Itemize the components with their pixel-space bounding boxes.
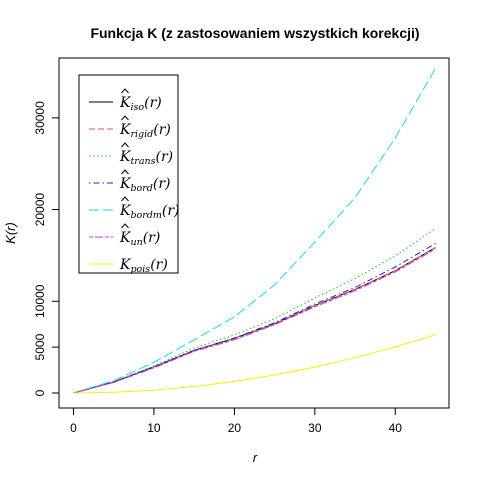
x-tick-label: 40 [389, 421, 403, 435]
y-axis: 0 5000 10000 20000 30000 [33, 101, 60, 396]
hat-glyph [121, 196, 129, 202]
plot-lines [73, 68, 436, 394]
legend-entry-iso: Kiso(r) [89, 88, 162, 113]
hat-glyph [121, 169, 129, 175]
legend-label: Kun(r) [119, 230, 160, 248]
series-line-un [73, 248, 436, 394]
hat-glyph [121, 115, 129, 121]
y-tick-label: 30000 [33, 101, 47, 135]
y-tick-label: 0 [33, 389, 47, 396]
series-line-pois [73, 334, 436, 394]
legend-entry-trans: Ktrans(r) [89, 142, 173, 167]
y-tick-label: 20000 [33, 193, 47, 227]
y-axis-label: K(r) [3, 222, 18, 244]
hat-glyph [121, 142, 129, 148]
chart-title: Funkcja K (z zastosowaniem wszystkich ko… [90, 25, 419, 41]
x-axis: 0 10 20 30 40 [70, 407, 403, 435]
series-line-bordm [73, 68, 436, 394]
x-tick-label: 20 [228, 421, 242, 435]
series-line-bord [73, 243, 436, 394]
x-axis-label: r [253, 450, 258, 465]
hat-glyph [121, 88, 129, 94]
y-tick-label: 5000 [33, 333, 47, 360]
legend-label: Ktrans(r) [119, 149, 173, 167]
hat-glyph [121, 223, 129, 229]
x-tick-label: 10 [147, 421, 161, 435]
legend-label: Kiso(r) [119, 95, 162, 113]
legend-entry-un: Kun(r) [89, 223, 160, 248]
x-tick-label: 0 [70, 421, 77, 435]
legend: Kiso(r)Krigid(r)Ktrans(r)Kbord(r)Kbordm(… [78, 74, 180, 275]
x-tick-label: 30 [308, 421, 322, 435]
y-tick-label: 10000 [33, 284, 47, 318]
series-line-trans [73, 227, 436, 394]
